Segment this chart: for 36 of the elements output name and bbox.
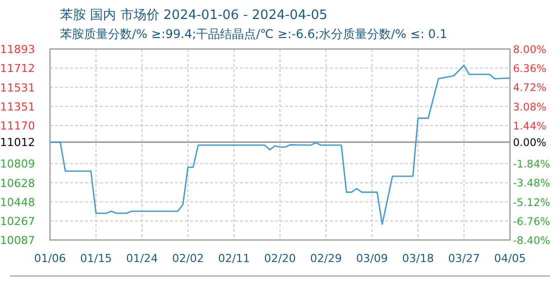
y-tick-label: 11712 (0, 62, 35, 76)
y-tick-label: 11170 (0, 119, 35, 132)
y-tick-label: 10267 (0, 214, 35, 228)
y2-tick-label: 4.72% (513, 82, 546, 94)
y2-tick-label: 3.08% (513, 101, 546, 114)
x-tick-label: 04/05 (494, 252, 526, 265)
y2-tick-label: 0.00% (513, 137, 546, 150)
y-tick-label: 10087 (0, 234, 35, 247)
y2-tick-label: -8.40% (513, 235, 550, 247)
y2-tick-label: -1.84% (513, 158, 550, 171)
x-tick-label: 01/24 (126, 252, 158, 265)
x-tick-label: 02/29 (310, 252, 342, 265)
y2-tick-label: 6.36% (513, 63, 546, 76)
line-series (49, 64, 511, 225)
x-tick-label: 02/11 (218, 252, 250, 265)
y-tick-label: 11351 (0, 100, 35, 114)
x-tick-label: 03/09 (356, 252, 388, 265)
x-tick-label: 03/27 (448, 252, 480, 265)
y2-tick-label: 1.44% (513, 120, 546, 132)
chart-subtitle: 苯胺质量分数/% ≥:99.4;干品结晶点/℃ ≥:-6.6;水分质量分数/% ≤: 0.1 (60, 27, 448, 41)
y2-tick-label: -3.48% (513, 178, 550, 190)
y-tick-label: 11531 (0, 81, 35, 94)
x-tick-label: 01/06 (34, 252, 66, 265)
y2-tick-label: -5.12% (513, 196, 550, 209)
y-tick-label: 11012 (0, 136, 35, 150)
x-tick-label: 02/20 (264, 252, 296, 265)
chart-title: 苯胺 国内 市场价 2024-01-06 - 2024-04-05 (60, 8, 328, 23)
y2-tick-label: -6.76% (513, 216, 550, 228)
x-tick-label: 02/02 (172, 252, 204, 265)
y-tick-label: 10448 (0, 196, 35, 209)
y-tick-label: 10628 (0, 176, 35, 190)
y-tick-label: 10809 (0, 158, 35, 171)
y-tick-label: 11893 (0, 43, 35, 56)
y2-tick-label: 8.00% (513, 44, 546, 56)
x-tick-label: 01/15 (80, 252, 112, 265)
x-tick-label: 03/18 (402, 252, 434, 265)
